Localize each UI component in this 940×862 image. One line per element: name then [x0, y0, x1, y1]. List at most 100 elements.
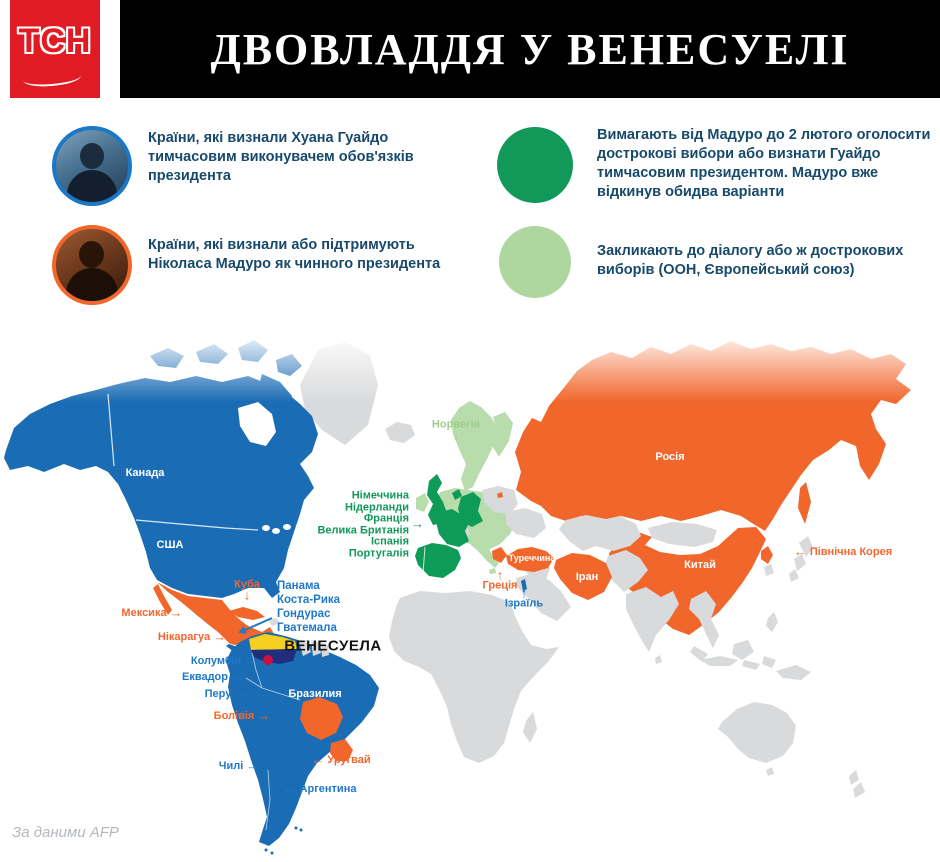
great-lakes	[262, 525, 270, 531]
label-mexico: Мексика →	[121, 605, 183, 620]
label-colombia: Колумбія →	[190, 653, 258, 668]
country-uruguay	[330, 739, 353, 761]
label-spain: Іспанія	[370, 535, 409, 548]
label-norway: Норвегія ↓	[431, 418, 481, 443]
legend-dialogue-text: Закликають до діалогу або ж дострокових …	[597, 243, 904, 278]
continent-africa	[389, 591, 559, 763]
region-southeast-asia	[689, 591, 778, 670]
country-venezuela-flag-yellow	[249, 634, 297, 650]
arrow-down-icon: ↓	[452, 427, 460, 443]
label-central-america-list: Панама Коста-Рика Гондурас Гватемала	[277, 579, 340, 635]
tsn-logo: ТСН	[10, 0, 100, 98]
arrow-up-icon: ↑	[520, 585, 528, 601]
region-afghanistan-pakistan	[604, 550, 648, 592]
label-portugal: Португалія	[348, 547, 409, 559]
label-argentina: ← Аргентина	[283, 781, 357, 796]
island-sakhalin	[798, 482, 811, 524]
us-canada-border	[107, 393, 309, 531]
label-chile: Чилі →	[218, 758, 260, 773]
label-peru: Перу →	[204, 686, 248, 701]
country-bolivia	[300, 697, 343, 740]
sa-borders	[245, 651, 301, 831]
country-netherlands	[452, 489, 462, 500]
label-usa: США	[156, 539, 184, 551]
arrow-right-icon: →	[234, 686, 248, 701]
country-china	[609, 527, 766, 635]
label-greece: ↑ Греція	[482, 567, 518, 592]
country-australia	[718, 702, 796, 776]
label-venezuela: ВЕНЕСУЕЛА	[284, 637, 382, 655]
region-middle-east	[516, 560, 571, 621]
continent-south-america	[226, 632, 379, 846]
label-turkey: Туреччина	[508, 553, 556, 563]
label-cuba: Куба ↓	[234, 578, 260, 603]
arrow-right-icon: →	[231, 669, 244, 684]
arrow-down-icon: ↓	[243, 587, 251, 603]
header-bar: ДВОВЛАДДЯ У ВЕНЕСУЕЛІ	[120, 0, 940, 98]
label-israel: ↑ Ізраїль	[504, 585, 544, 610]
arrow-right-icon: →	[213, 629, 227, 644]
label-uruguay: ← Уругвай	[311, 752, 371, 767]
label-brazil: Бразилия	[288, 688, 342, 700]
source-credit: За даними AFP	[12, 824, 119, 841]
hudson-bay	[238, 402, 276, 446]
country-greece	[492, 547, 507, 563]
region-eastern-europe-grey	[460, 486, 546, 538]
label-panama: Панама	[277, 580, 320, 592]
label-europe-list: Німеччина Нідерланди Франція Велика Брит…	[317, 489, 409, 560]
person-silhouette-icon	[79, 241, 104, 268]
kaliningrad-dot	[497, 492, 503, 498]
region-iberia	[415, 543, 461, 578]
country-new-zealand	[849, 770, 865, 798]
country-france	[436, 509, 470, 547]
label-nicaragua: Нікарагуа →	[157, 629, 227, 644]
maduro-photo	[52, 225, 132, 305]
label-france: Франція	[363, 512, 409, 525]
country-turkey	[506, 547, 554, 572]
legend-maduro-text: Країни, які визнали або підтримують Ніко…	[148, 237, 441, 272]
region-guianas	[299, 640, 329, 657]
label-honduras: Гондурас	[277, 608, 331, 620]
person-silhouette-icon	[80, 143, 104, 169]
portugal-border	[422, 546, 426, 574]
world-map-svg	[0, 330, 940, 855]
label-guatemala: Гватемала	[277, 622, 337, 634]
country-mongolia	[648, 522, 717, 547]
label-canada: Канада	[125, 467, 165, 479]
region-balkans	[486, 522, 508, 545]
label-ecuador: Еквадор →	[182, 669, 244, 684]
country-israel	[521, 579, 527, 591]
label-costa-rica: Коста-Рика	[277, 594, 341, 606]
arrow-right-icon: →	[169, 605, 183, 620]
label-iran: Іран	[575, 571, 599, 583]
arrow-left-icon: ←	[311, 752, 325, 767]
country-ireland	[416, 493, 429, 512]
island-new-guinea	[776, 665, 811, 680]
label-china: Китай	[684, 559, 716, 571]
world-map: Канада США Куба ↓ Панама Коста-Рика Гонд…	[0, 330, 940, 862]
country-venezuela-flag-red	[263, 655, 273, 665]
arrow-right-icon: →	[246, 758, 260, 773]
label-bolivia: Болівія →	[213, 708, 271, 723]
country-venezuela-flag-blue	[251, 649, 297, 664]
guaido-photo	[52, 126, 132, 206]
label-north-korea: ← Північна Корея	[793, 544, 893, 559]
label-uk: Велика Британія	[317, 524, 409, 536]
country-iceland	[385, 422, 415, 443]
country-iran	[554, 553, 612, 600]
legend-guaido-text: Країни, які визнали Хуана Гуайдо тимчасо…	[148, 130, 414, 184]
page-title: ДВОВЛАДДЯ У ВЕНЕСУЕЛІ	[210, 24, 850, 74]
label-netherlands: Нідерланди	[344, 501, 409, 513]
tsn-logo-swoosh-icon	[22, 67, 82, 89]
arrow-left-icon: ←	[283, 781, 297, 796]
country-italy	[471, 535, 499, 574]
label-germany: Німеччина	[351, 489, 409, 502]
country-cuba	[229, 607, 265, 620]
legend-light-green-circle	[499, 226, 571, 298]
legend-dark-green-circle	[497, 127, 573, 203]
arrow-central-america-icon	[238, 617, 273, 634]
region-scandinavia	[451, 401, 513, 502]
arrow-up-icon: ↑	[496, 567, 504, 583]
tsn-logo-text: ТСН	[18, 22, 92, 60]
